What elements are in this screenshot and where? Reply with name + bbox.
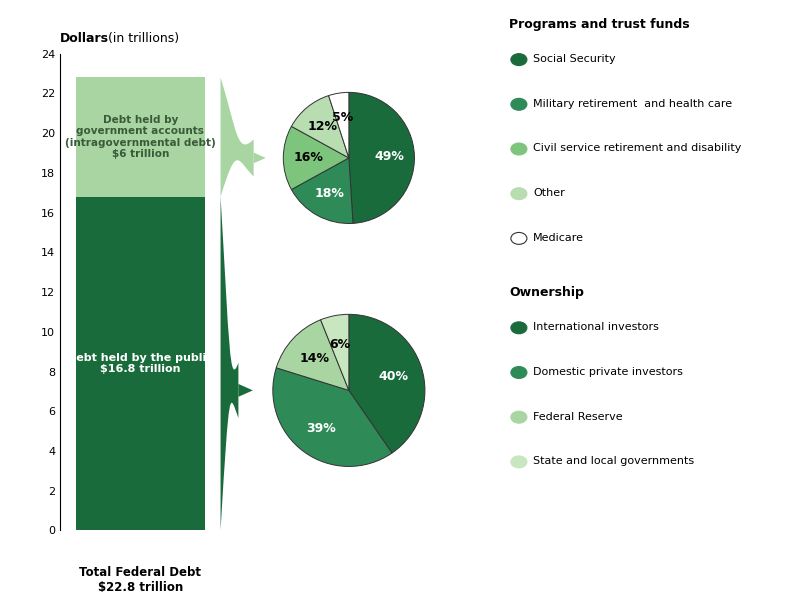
Text: Ownership: Ownership [509, 286, 584, 299]
Text: 14%: 14% [299, 352, 330, 365]
Text: 16%: 16% [294, 151, 323, 164]
Text: Military retirement  and health care: Military retirement and health care [533, 99, 732, 108]
Text: (in trillions): (in trillions) [104, 32, 180, 45]
Text: Programs and trust funds: Programs and trust funds [509, 18, 690, 31]
Text: Domestic private investors: Domestic private investors [533, 367, 683, 377]
Text: 49%: 49% [375, 150, 404, 163]
Wedge shape [276, 320, 349, 390]
Text: Debt held by
government accounts
(intragovernmental debt)
$6 trillion: Debt held by government accounts (intrag… [65, 114, 216, 160]
Text: Federal Reserve: Federal Reserve [533, 412, 623, 421]
Text: Social Security: Social Security [533, 54, 616, 64]
Wedge shape [273, 368, 392, 467]
Text: Medicare: Medicare [533, 233, 585, 243]
Text: International investors: International investors [533, 322, 659, 332]
Bar [76, 77, 205, 197]
Wedge shape [349, 314, 425, 453]
Wedge shape [329, 92, 349, 158]
Text: 39%: 39% [306, 422, 336, 435]
Text: State and local governments: State and local governments [533, 457, 695, 466]
Text: 5%: 5% [332, 111, 353, 125]
Wedge shape [283, 126, 349, 190]
Text: 12%: 12% [308, 120, 338, 133]
Text: 40%: 40% [379, 370, 409, 383]
Text: Civil service retirement and disability: Civil service retirement and disability [533, 144, 742, 153]
Text: Debt held by the public
$16.8 trillion: Debt held by the public $16.8 trillion [67, 353, 213, 374]
Wedge shape [291, 95, 349, 158]
Wedge shape [349, 92, 415, 224]
Text: Dollars: Dollars [60, 32, 109, 45]
Text: Other: Other [533, 188, 565, 198]
Text: Total Federal Debt
$22.8 trillion: Total Federal Debt $22.8 trillion [79, 566, 201, 594]
Bar [76, 197, 205, 530]
Text: 18%: 18% [314, 187, 344, 200]
Text: 6%: 6% [330, 337, 350, 350]
Wedge shape [321, 314, 349, 390]
Wedge shape [291, 158, 353, 224]
